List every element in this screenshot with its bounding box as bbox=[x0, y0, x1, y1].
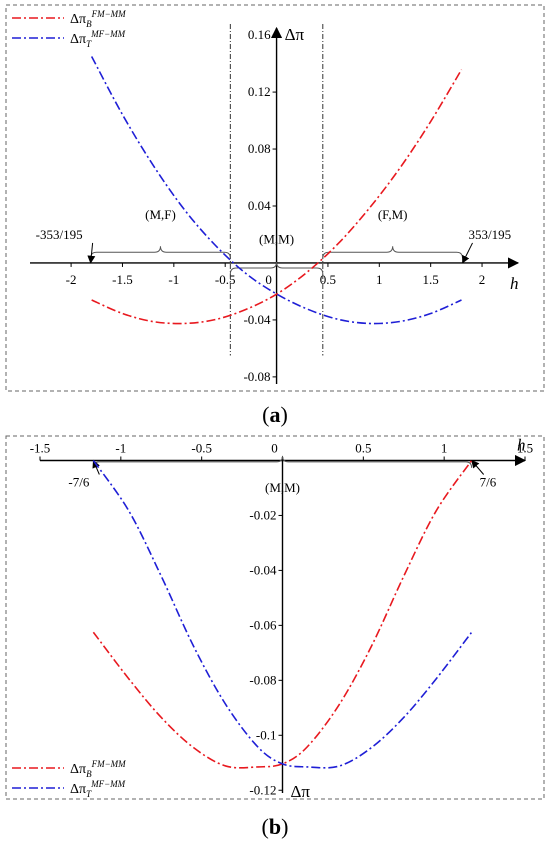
y-axis-label: Δπ bbox=[291, 782, 311, 801]
panel-b-frame bbox=[5, 435, 545, 800]
x-axis-label: h bbox=[517, 435, 526, 454]
y-tick-label: -0.08 bbox=[249, 672, 276, 687]
y-tick-label: -0.12 bbox=[249, 782, 276, 797]
root-annotation-arrow bbox=[87, 242, 96, 264]
x-tick-label: -1 bbox=[115, 440, 126, 455]
x-tick-label: 1.5 bbox=[423, 272, 439, 287]
legend-label-base: Δπ bbox=[70, 782, 86, 797]
x-tick-label: -0.5 bbox=[191, 440, 212, 455]
y-tick-label: -0.02 bbox=[249, 507, 276, 522]
region-label: (M,M) bbox=[265, 480, 300, 495]
x-tick-label: -2 bbox=[66, 272, 77, 287]
region-brace bbox=[322, 246, 464, 259]
y-tick-label: 0.12 bbox=[248, 84, 271, 99]
legend-label: ΔπBFM−MM bbox=[70, 759, 126, 779]
series-line bbox=[90, 56, 462, 325]
panel-b-chart: h Δπ -1.5 -1 -0.5 0 0.5 1 1.5 -0.02 -0.04 -0.06 -0.0… bbox=[12, 435, 533, 801]
x-tick-label: 1 bbox=[441, 440, 448, 455]
x-tick-label: -1.5 bbox=[112, 272, 133, 287]
x-tick-label: -1 bbox=[168, 272, 179, 287]
legend-label: ΔπBFM−MM bbox=[70, 9, 126, 29]
root-annotation-arrow bbox=[462, 242, 473, 264]
legend-label-base: Δπ bbox=[70, 762, 86, 777]
legend-label-base: Δπ bbox=[70, 12, 86, 27]
legend-label-base: Δπ bbox=[70, 32, 86, 47]
panel-a-chart: h Δπ -2 -1.5 -1 -0.5 0 0.5 1 1.5 2 0.16 0.12 0.08 0.04… bbox=[12, 9, 520, 384]
root-annotation: 353/195 bbox=[469, 227, 512, 242]
y-tick-label: 0.04 bbox=[248, 198, 271, 213]
panel-a-frame bbox=[5, 4, 545, 392]
panel-b-caption-label: b bbox=[269, 814, 281, 839]
y-axis-label: Δπ bbox=[285, 25, 305, 44]
y-tick-label: -0.06 bbox=[249, 617, 277, 632]
root-annotation: -353/195 bbox=[36, 227, 83, 242]
x-tick-label: -0.5 bbox=[215, 272, 236, 287]
region-label: (M,F) bbox=[145, 207, 176, 222]
y-tick-label: -0.1 bbox=[256, 727, 277, 742]
series-line bbox=[91, 69, 463, 325]
legend-label-subscript: B bbox=[86, 19, 92, 29]
legend-label-superscript: MF−MM bbox=[90, 29, 126, 39]
root-annotation: -7/6 bbox=[68, 474, 89, 489]
region-label: (M,M) bbox=[259, 232, 294, 247]
y-tick-label: -0.04 bbox=[243, 312, 271, 327]
x-tick-label: 0.5 bbox=[320, 272, 336, 287]
y-tick-label: -0.04 bbox=[249, 562, 277, 577]
x-tick-label: 0 bbox=[265, 272, 272, 287]
region-brace bbox=[90, 246, 231, 259]
panel-a-caption-label: a bbox=[270, 402, 281, 427]
panel-b-caption: (b) bbox=[262, 814, 289, 839]
legend-label-superscript: MF−MM bbox=[90, 779, 126, 789]
x-tick-label: 2 bbox=[479, 272, 486, 287]
x-tick-label: -1.5 bbox=[30, 440, 51, 455]
series-line bbox=[92, 460, 473, 769]
legend-label-superscript: FM−MM bbox=[91, 759, 127, 769]
legend-label-subscript: T bbox=[86, 39, 92, 49]
legend-label-subscript: T bbox=[86, 789, 92, 799]
x-tick-label: 1.5 bbox=[517, 440, 533, 455]
root-annotation: 7/6 bbox=[480, 474, 497, 489]
x-axis-label: h bbox=[510, 274, 519, 293]
x-tick-label: 1 bbox=[376, 272, 383, 287]
region-label: (F,M) bbox=[378, 207, 408, 222]
x-tick-label: 0.5 bbox=[355, 440, 371, 455]
panel-a-caption: (a) bbox=[262, 402, 288, 427]
series-line bbox=[92, 460, 473, 769]
y-tick-label: -0.08 bbox=[243, 369, 270, 384]
y-tick-label: 0.08 bbox=[248, 141, 271, 156]
x-tick-label: 0 bbox=[271, 440, 278, 455]
legend-label-superscript: FM−MM bbox=[91, 9, 127, 19]
legend-label: ΔπTMF−MM bbox=[70, 29, 126, 49]
legend-label: ΔπTMF−MM bbox=[70, 779, 126, 799]
root-annotation-arrow bbox=[471, 459, 485, 475]
y-tick-label: 0.16 bbox=[248, 27, 271, 42]
legend-label-subscript: B bbox=[86, 769, 92, 779]
region-brace bbox=[229, 261, 324, 274]
